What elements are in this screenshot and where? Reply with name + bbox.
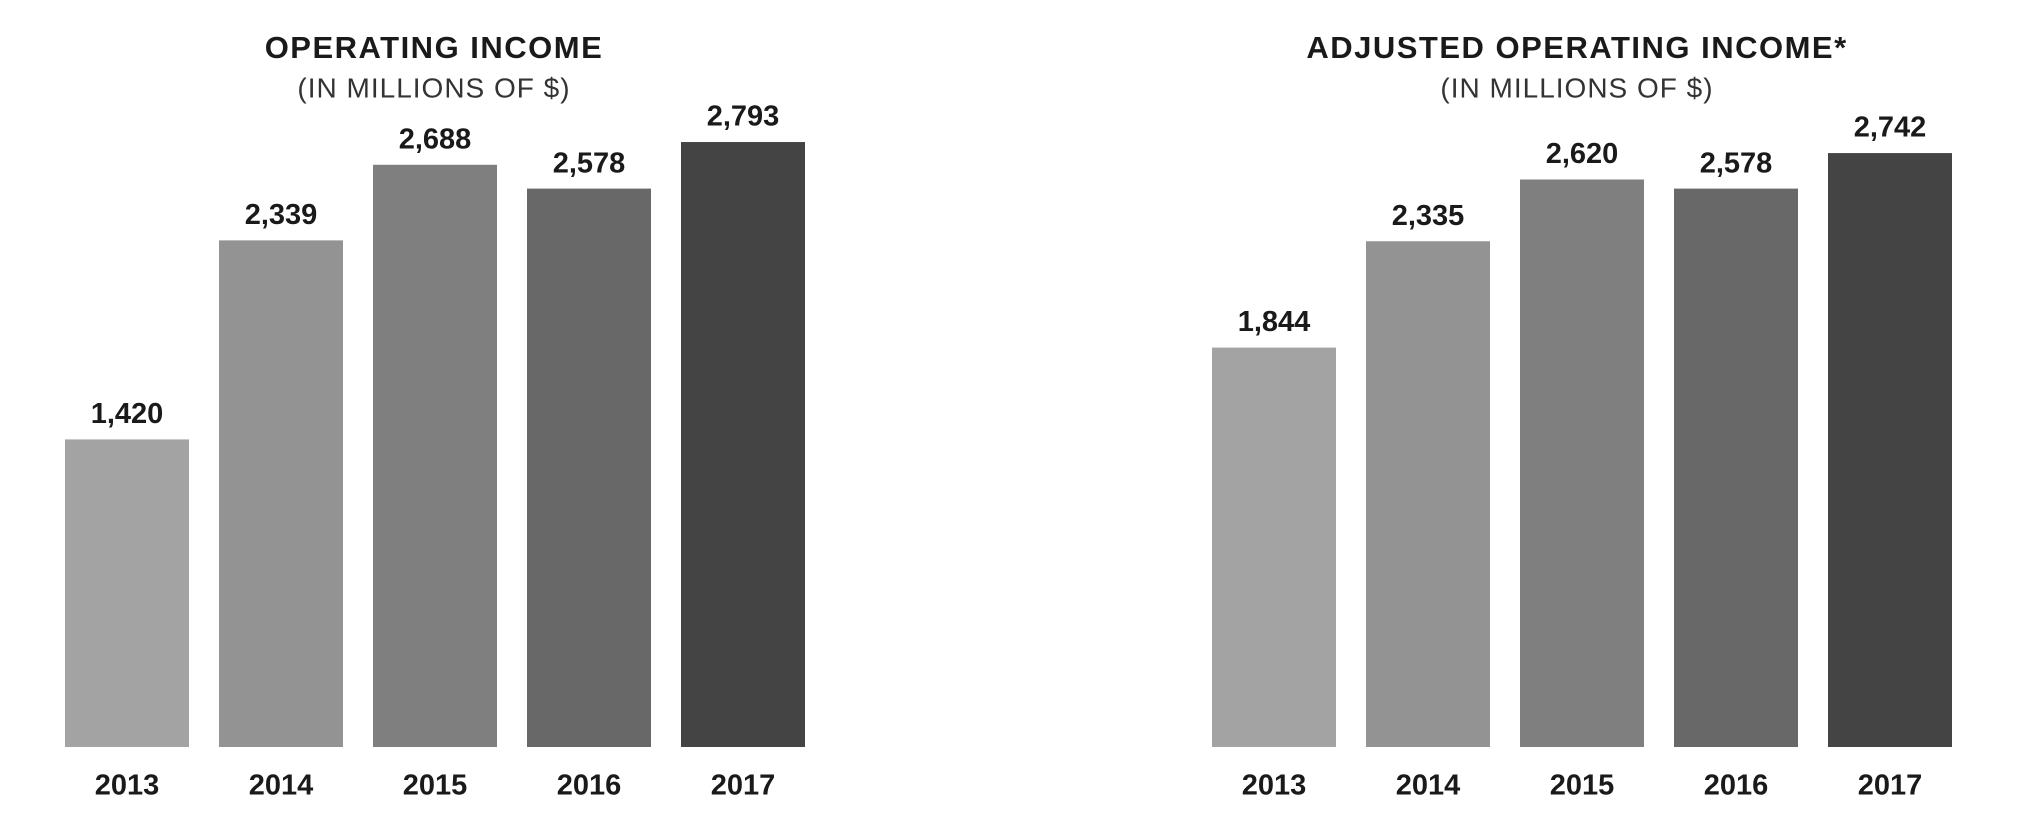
chart-title: OPERATING INCOME bbox=[265, 30, 604, 65]
x-tick-label: 2014 bbox=[249, 770, 314, 802]
x-tick-label: 2015 bbox=[403, 770, 468, 802]
value-label: 2,578 bbox=[1700, 147, 1773, 179]
value-label: 1,420 bbox=[91, 398, 164, 430]
chart-subtitle: (IN MILLIONS OF $) bbox=[1440, 72, 1713, 103]
x-tick-label: 2017 bbox=[1858, 770, 1923, 802]
bar bbox=[219, 240, 343, 747]
x-tick-label: 2015 bbox=[1550, 770, 1615, 802]
bar bbox=[1828, 153, 1952, 748]
x-tick-label: 2013 bbox=[1242, 770, 1307, 802]
x-tick-label: 2017 bbox=[711, 770, 776, 802]
bar bbox=[1366, 241, 1490, 747]
value-label: 2,335 bbox=[1392, 200, 1465, 232]
value-label: 2,793 bbox=[707, 101, 780, 133]
value-label: 1,844 bbox=[1238, 306, 1311, 338]
x-tick-label: 2014 bbox=[1396, 770, 1461, 802]
bar bbox=[65, 439, 189, 747]
bar bbox=[1520, 179, 1644, 747]
bar bbox=[1674, 188, 1798, 747]
x-tick-label: 2016 bbox=[1704, 770, 1769, 802]
chart-subtitle: (IN MILLIONS OF $) bbox=[297, 72, 570, 103]
bar bbox=[681, 142, 805, 747]
bar bbox=[373, 164, 497, 748]
x-tick-label: 2013 bbox=[95, 770, 160, 802]
value-label: 2,742 bbox=[1854, 112, 1927, 144]
value-label: 2,620 bbox=[1546, 138, 1619, 170]
x-tick-label: 2016 bbox=[557, 770, 622, 802]
bar bbox=[527, 188, 651, 747]
bar bbox=[1212, 347, 1336, 747]
chart-title: ADJUSTED OPERATING INCOME* bbox=[1306, 30, 1847, 65]
value-label: 2,339 bbox=[245, 199, 318, 231]
value-label: 2,578 bbox=[553, 147, 626, 179]
value-label: 2,688 bbox=[399, 123, 472, 155]
